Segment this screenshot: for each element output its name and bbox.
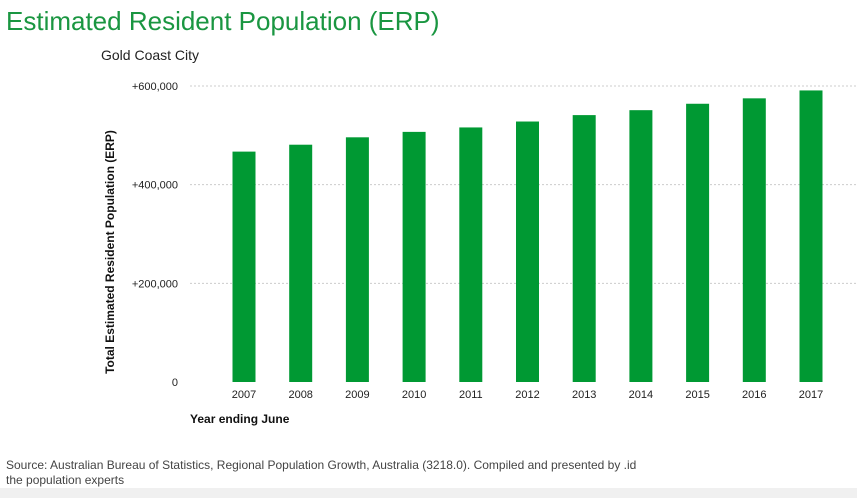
x-tick-label: 2010 bbox=[402, 389, 426, 401]
footer-band bbox=[0, 488, 857, 498]
bar-2013 bbox=[572, 115, 596, 383]
bar-2008 bbox=[289, 144, 313, 382]
bar-chart: 0+200,000+400,000+600,000 2007 2008 2009 20… bbox=[103, 81, 856, 426]
bar-2015 bbox=[686, 103, 710, 382]
bar-2009 bbox=[345, 137, 369, 382]
x-axis-ticks: 2007 2008 2009 2010 2011 2012 2013 2014 2015 2016… bbox=[232, 389, 823, 401]
x-tick-label: 2017 bbox=[799, 389, 823, 401]
x-axis-title: Year ending June bbox=[190, 412, 290, 426]
page-title: Estimated Resident Population (ERP) bbox=[6, 6, 440, 36]
bar-2010 bbox=[402, 131, 426, 382]
x-tick-label: 2009 bbox=[345, 389, 369, 401]
x-tick-label: 2008 bbox=[288, 389, 312, 401]
y-tick-label: 0 bbox=[172, 377, 178, 389]
bar-2011 bbox=[459, 127, 483, 382]
y-tick-label: +400,000 bbox=[132, 180, 178, 192]
y-tick-label: +200,000 bbox=[132, 278, 178, 290]
source-note: Source: Australian Bureau of Statistics,… bbox=[6, 458, 851, 488]
x-tick-label: 2012 bbox=[515, 389, 539, 401]
bars bbox=[232, 90, 823, 383]
source-line-2: the population experts bbox=[6, 473, 125, 487]
bar-2012 bbox=[516, 121, 539, 383]
x-tick-label: 2011 bbox=[459, 389, 483, 401]
bar-2014 bbox=[629, 110, 653, 382]
x-tick-label: 2014 bbox=[629, 389, 653, 401]
y-tick-label: +600,000 bbox=[132, 81, 178, 93]
x-tick-label: 2007 bbox=[232, 389, 256, 401]
bar-2007 bbox=[232, 151, 256, 382]
chart-subtitle: Gold Coast City bbox=[101, 47, 200, 63]
y-axis-title: Total Estimated Resident Population (ERP… bbox=[103, 130, 117, 374]
source-line-1: Source: Australian Bureau of Statistics,… bbox=[6, 458, 637, 472]
x-tick-label: 2013 bbox=[572, 389, 596, 401]
x-tick-label: 2015 bbox=[685, 389, 709, 401]
bar-2017 bbox=[799, 90, 823, 382]
bar-2016 bbox=[742, 98, 766, 382]
x-tick-label: 2016 bbox=[742, 389, 766, 401]
y-axis-ticks: 0 +200,000 +400,000 +600,000 bbox=[132, 81, 178, 389]
